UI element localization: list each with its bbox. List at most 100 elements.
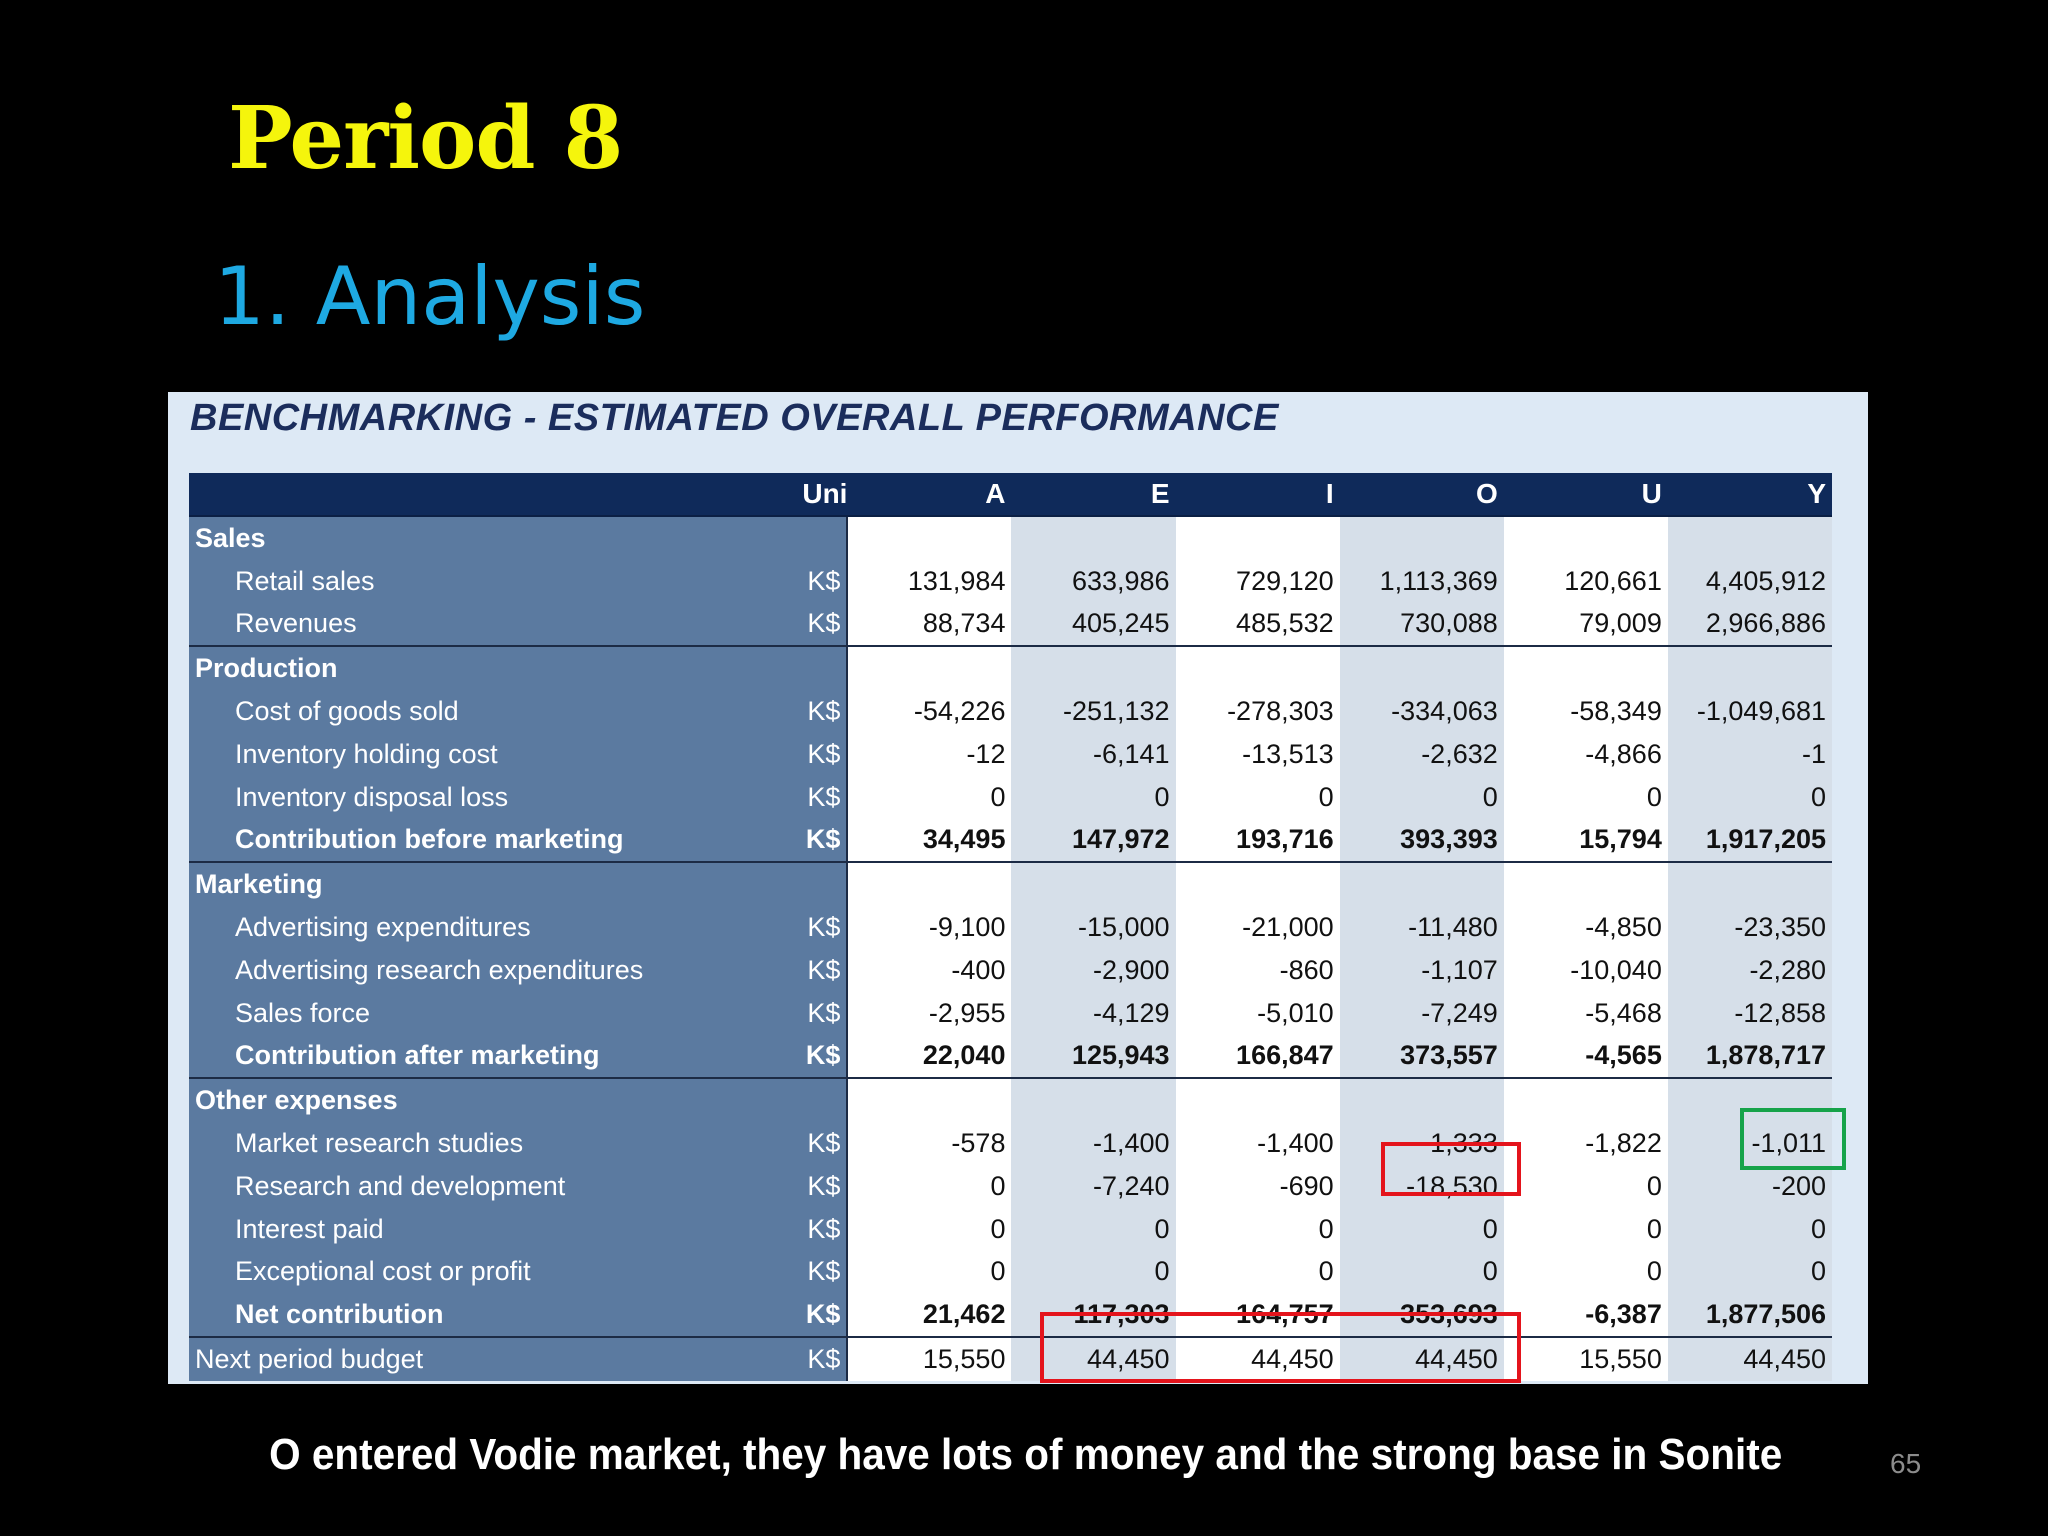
row-label: Inventory disposal loss <box>189 775 797 819</box>
table-row: Research and development K$ 0 -7,240 -690 -18… <box>189 1164 1832 1208</box>
table-row: Interest paid K$ 0 0 0 0 0 0 <box>189 1207 1832 1251</box>
value-cell <box>1175 862 1340 907</box>
value-cell: -5,468 <box>1503 991 1668 1035</box>
value-cell: -690 <box>1175 1164 1340 1208</box>
benchmark-panel: BENCHMARKING - ESTIMATED OVERALL PERFORM… <box>168 392 1868 1384</box>
row-unit: K$ <box>796 602 849 648</box>
value-cell: -4,565 <box>1503 1034 1668 1080</box>
row-unit <box>796 516 849 560</box>
row-label: Retail sales <box>189 559 797 603</box>
value-cell: 164,757 <box>1175 1293 1340 1339</box>
header-i: I <box>1175 473 1340 517</box>
row-label: Market research studies <box>189 1122 797 1165</box>
value-cell: -1,107 <box>1339 948 1504 992</box>
value-cell: 44,450 <box>1667 1337 1832 1381</box>
value-cell: -2,280 <box>1667 948 1832 992</box>
table-row: Inventory holding cost K$ -12 -6,141 -13,513… <box>189 732 1832 776</box>
value-cell: -1,400 <box>1011 1122 1176 1165</box>
value-cell: -13,513 <box>1175 732 1340 776</box>
value-cell: -10,040 <box>1503 948 1668 992</box>
value-cell <box>847 862 1012 907</box>
value-cell: -5,010 <box>1175 991 1340 1035</box>
value-cell: 0 <box>847 1250 1012 1294</box>
value-cell: -15,000 <box>1011 906 1176 949</box>
header-y: Y <box>1667 473 1832 517</box>
row-label: Contribution before marketing <box>189 818 797 864</box>
slide-caption: O entered Vodie market, they have lots o… <box>269 1430 1783 1479</box>
value-cell <box>847 516 1012 560</box>
value-cell: 88,734 <box>847 602 1012 648</box>
value-cell: -2,900 <box>1011 948 1176 992</box>
value-cell: -278,303 <box>1175 690 1340 733</box>
value-cell <box>1339 1078 1504 1123</box>
value-cell <box>1503 646 1668 691</box>
table-row: Other expenses <box>189 1078 1832 1123</box>
value-cell: 0 <box>1667 775 1832 819</box>
row-label: Cost of goods sold <box>189 690 797 733</box>
value-cell: 0 <box>1175 1207 1340 1251</box>
value-cell <box>1175 646 1340 691</box>
row-label: Advertising expenditures <box>189 906 797 949</box>
value-cell: 0 <box>1011 775 1176 819</box>
value-cell: -4,866 <box>1503 732 1668 776</box>
value-cell <box>1175 516 1340 560</box>
value-cell: 393,393 <box>1339 818 1504 864</box>
value-cell <box>1667 516 1832 560</box>
value-cell: 0 <box>1503 1164 1668 1208</box>
value-cell: 730,088 <box>1339 602 1504 648</box>
row-label: Inventory holding cost <box>189 732 797 776</box>
value-cell <box>1503 1078 1668 1123</box>
value-cell <box>1339 646 1504 691</box>
value-cell: 0 <box>1011 1250 1176 1294</box>
highlight-box-next-budget <box>1040 1312 1521 1383</box>
value-cell: 405,245 <box>1011 602 1176 648</box>
table-row: Contribution after marketing K$ 22,040 125,… <box>189 1034 1832 1080</box>
value-cell: 0 <box>847 775 1012 819</box>
row-unit <box>796 646 849 691</box>
value-cell: 0 <box>1503 1207 1668 1251</box>
header-label <box>189 473 797 517</box>
value-cell: 1,878,717 <box>1667 1034 1832 1080</box>
value-cell <box>1667 1078 1832 1123</box>
row-unit: K$ <box>796 1164 849 1208</box>
value-cell: 1,877,506 <box>1667 1293 1832 1339</box>
value-cell: 15,794 <box>1503 818 1668 864</box>
value-cell <box>1503 862 1668 907</box>
value-cell: -21,000 <box>1175 906 1340 949</box>
highlight-box-rnd-o <box>1381 1142 1521 1196</box>
value-cell: 0 <box>1175 775 1340 819</box>
table-row: Sales <box>189 516 1832 560</box>
table-row: Marketing <box>189 862 1832 907</box>
row-label: Sales force <box>189 991 797 1035</box>
value-cell: -54,226 <box>847 690 1012 733</box>
row-label: Next period budget <box>189 1337 797 1381</box>
value-cell: -1 <box>1667 732 1832 776</box>
value-cell: -11,480 <box>1339 906 1504 949</box>
value-cell <box>1667 862 1832 907</box>
value-cell: 633,986 <box>1011 559 1176 603</box>
value-cell: 22,040 <box>847 1034 1012 1080</box>
highlight-box-market-research-y <box>1740 1108 1846 1170</box>
value-cell: -578 <box>847 1122 1012 1165</box>
value-cell <box>1011 516 1176 560</box>
value-cell: -18,530 <box>1339 1164 1504 1208</box>
row-unit: K$ <box>796 906 849 949</box>
value-cell: 120,661 <box>1503 559 1668 603</box>
value-cell: 0 <box>1011 1207 1176 1251</box>
table-row: Next period budget K$ 15,550 44,450 44,450 44… <box>189 1337 1832 1381</box>
value-cell: -860 <box>1175 948 1340 992</box>
value-cell: -400 <box>847 948 1012 992</box>
value-cell: 0 <box>1503 775 1668 819</box>
slide-subtitle: 1. Analysis <box>214 250 646 343</box>
value-cell: -1,011 <box>1667 1122 1832 1165</box>
header-a: A <box>847 473 1012 517</box>
value-cell: 0 <box>1339 775 1504 819</box>
row-unit <box>796 1078 849 1123</box>
value-cell: -9,100 <box>847 906 1012 949</box>
value-cell: 21,462 <box>847 1293 1012 1339</box>
table-row: Sales force K$ -2,955 -4,129 -5,010 -7,249 -5,… <box>189 991 1832 1035</box>
row-label: Marketing <box>189 862 797 907</box>
value-cell: -1,049,681 <box>1667 690 1832 733</box>
value-cell: 15,550 <box>1503 1337 1668 1381</box>
